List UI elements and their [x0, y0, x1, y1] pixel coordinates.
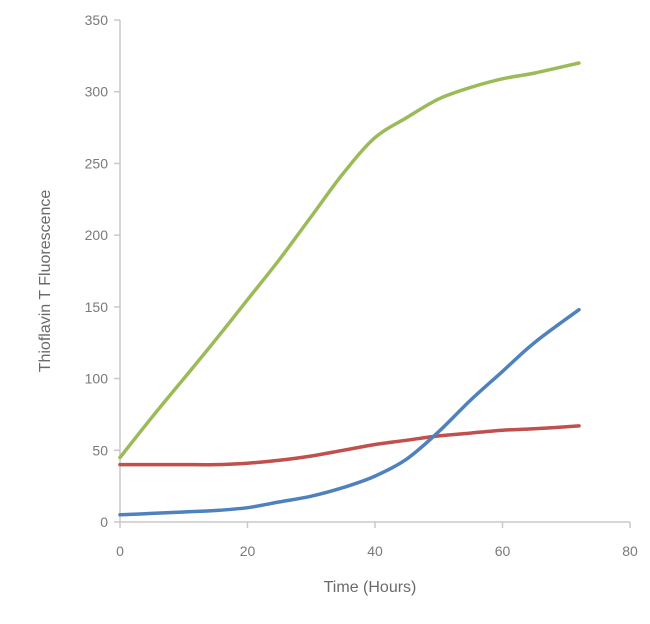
x-tick-label: 0: [116, 543, 124, 559]
y-tick-label: 50: [92, 442, 108, 458]
y-tick-label: 200: [85, 227, 109, 243]
series-line-red: [118, 424, 581, 467]
x-axis-ticks: 0 20 40 60 80: [116, 522, 638, 559]
series-group: [118, 61, 581, 517]
y-tick-label: 300: [85, 84, 109, 100]
x-tick-label: 20: [240, 543, 256, 559]
x-axis-title: Time (Hours): [324, 579, 417, 596]
y-tick-label: 250: [85, 155, 109, 171]
y-tick-label: 150: [85, 299, 109, 315]
y-axis-ticks: 0 50 100 150 200 250 300 350: [85, 12, 120, 530]
series-line-green: [118, 61, 581, 460]
y-tick-label: 350: [85, 12, 109, 28]
y-tick-label: 100: [85, 371, 109, 387]
x-tick-label: 60: [495, 543, 511, 559]
x-tick-label: 40: [367, 543, 383, 559]
series-line-blue: [118, 307, 581, 517]
y-axis-title: Thioflavin T Fluorescence: [37, 190, 54, 373]
x-tick-label: 80: [622, 543, 638, 559]
y-tick-label: 0: [100, 514, 108, 530]
